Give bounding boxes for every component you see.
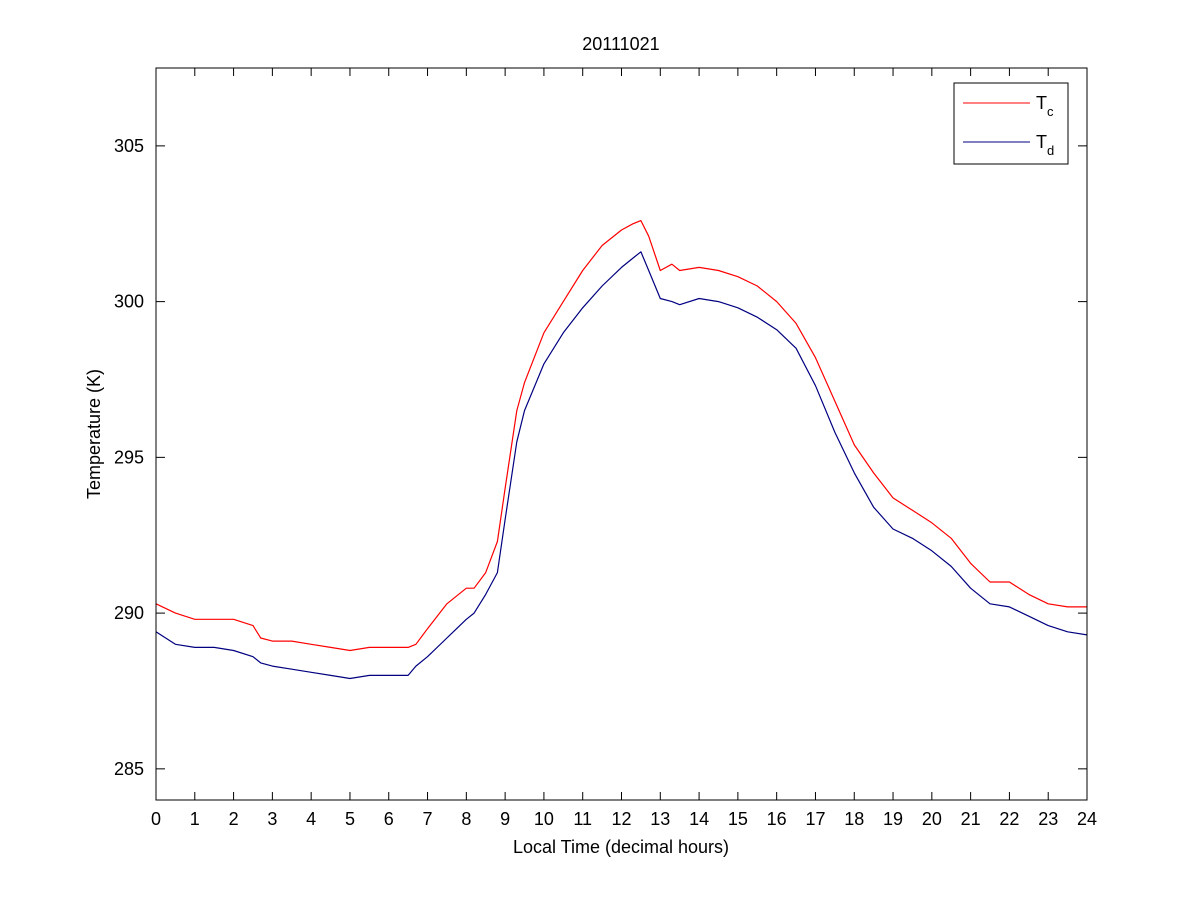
y-tick-label: 305	[114, 136, 144, 156]
series-line-t-c	[155, 220, 1087, 652]
x-tick-label: 20	[922, 809, 942, 829]
x-tick-label: 13	[650, 809, 670, 829]
x-tick-label: 10	[534, 809, 554, 829]
y-tick-label: 290	[114, 603, 144, 623]
x-tick-label: 2	[229, 809, 239, 829]
x-tick-label: 23	[1038, 809, 1058, 829]
x-tick-label: 21	[961, 809, 981, 829]
x-tick-label: 6	[384, 809, 394, 829]
x-tick-label: 14	[689, 809, 709, 829]
series-layer	[155, 220, 1088, 680]
x-tick-label: 4	[306, 809, 316, 829]
plot-area	[156, 68, 1087, 800]
x-tick-label: 0	[151, 809, 161, 829]
x-tick-label: 1	[190, 809, 200, 829]
x-tick-label: 15	[728, 809, 748, 829]
legend-label-tc: Tc	[1036, 93, 1054, 119]
x-tick-label: 18	[844, 809, 864, 829]
x-tick-label: 9	[500, 809, 510, 829]
x-tick-label: 8	[461, 809, 471, 829]
x-tick-label: 5	[345, 809, 355, 829]
x-axis-label: Local Time (decimal hours)	[513, 837, 729, 857]
x-tick-label: 3	[267, 809, 277, 829]
axes-box	[155, 67, 1088, 801]
x-tick-label: 11	[573, 809, 592, 829]
legend: Tc Td	[953, 82, 1069, 165]
x-tick-label: 12	[611, 809, 631, 829]
x-tick-label: 22	[999, 809, 1019, 829]
legend-label-td-main: T	[1036, 132, 1047, 152]
series-line-t-d	[155, 251, 1088, 680]
legend-box	[953, 82, 1069, 165]
y-tick-label: 285	[114, 759, 144, 779]
legend-label-td-sub: d	[1047, 143, 1054, 158]
legend-label-tc-main: T	[1036, 93, 1047, 113]
x-tick-label: 24	[1077, 809, 1097, 829]
y-tick-label: 295	[114, 447, 144, 467]
y-tick-label: 300	[114, 292, 144, 312]
x-tick-label: 16	[767, 809, 787, 829]
x-tick-label: 19	[883, 809, 903, 829]
legend-label-td: Td	[1036, 132, 1054, 158]
y-axis-label: Temperature (K)	[84, 369, 104, 499]
tick-layer: 0 1 2 3 4 5 6 7 8 9 10 11 12 13 14 15 16 17 18 19 20 21 22 23 24…	[114, 68, 1097, 829]
legend-label-tc-sub: c	[1047, 104, 1054, 119]
x-tick-label: 17	[805, 809, 825, 829]
x-tick-label: 7	[423, 809, 433, 829]
chart-title: 20111021	[582, 34, 659, 54]
